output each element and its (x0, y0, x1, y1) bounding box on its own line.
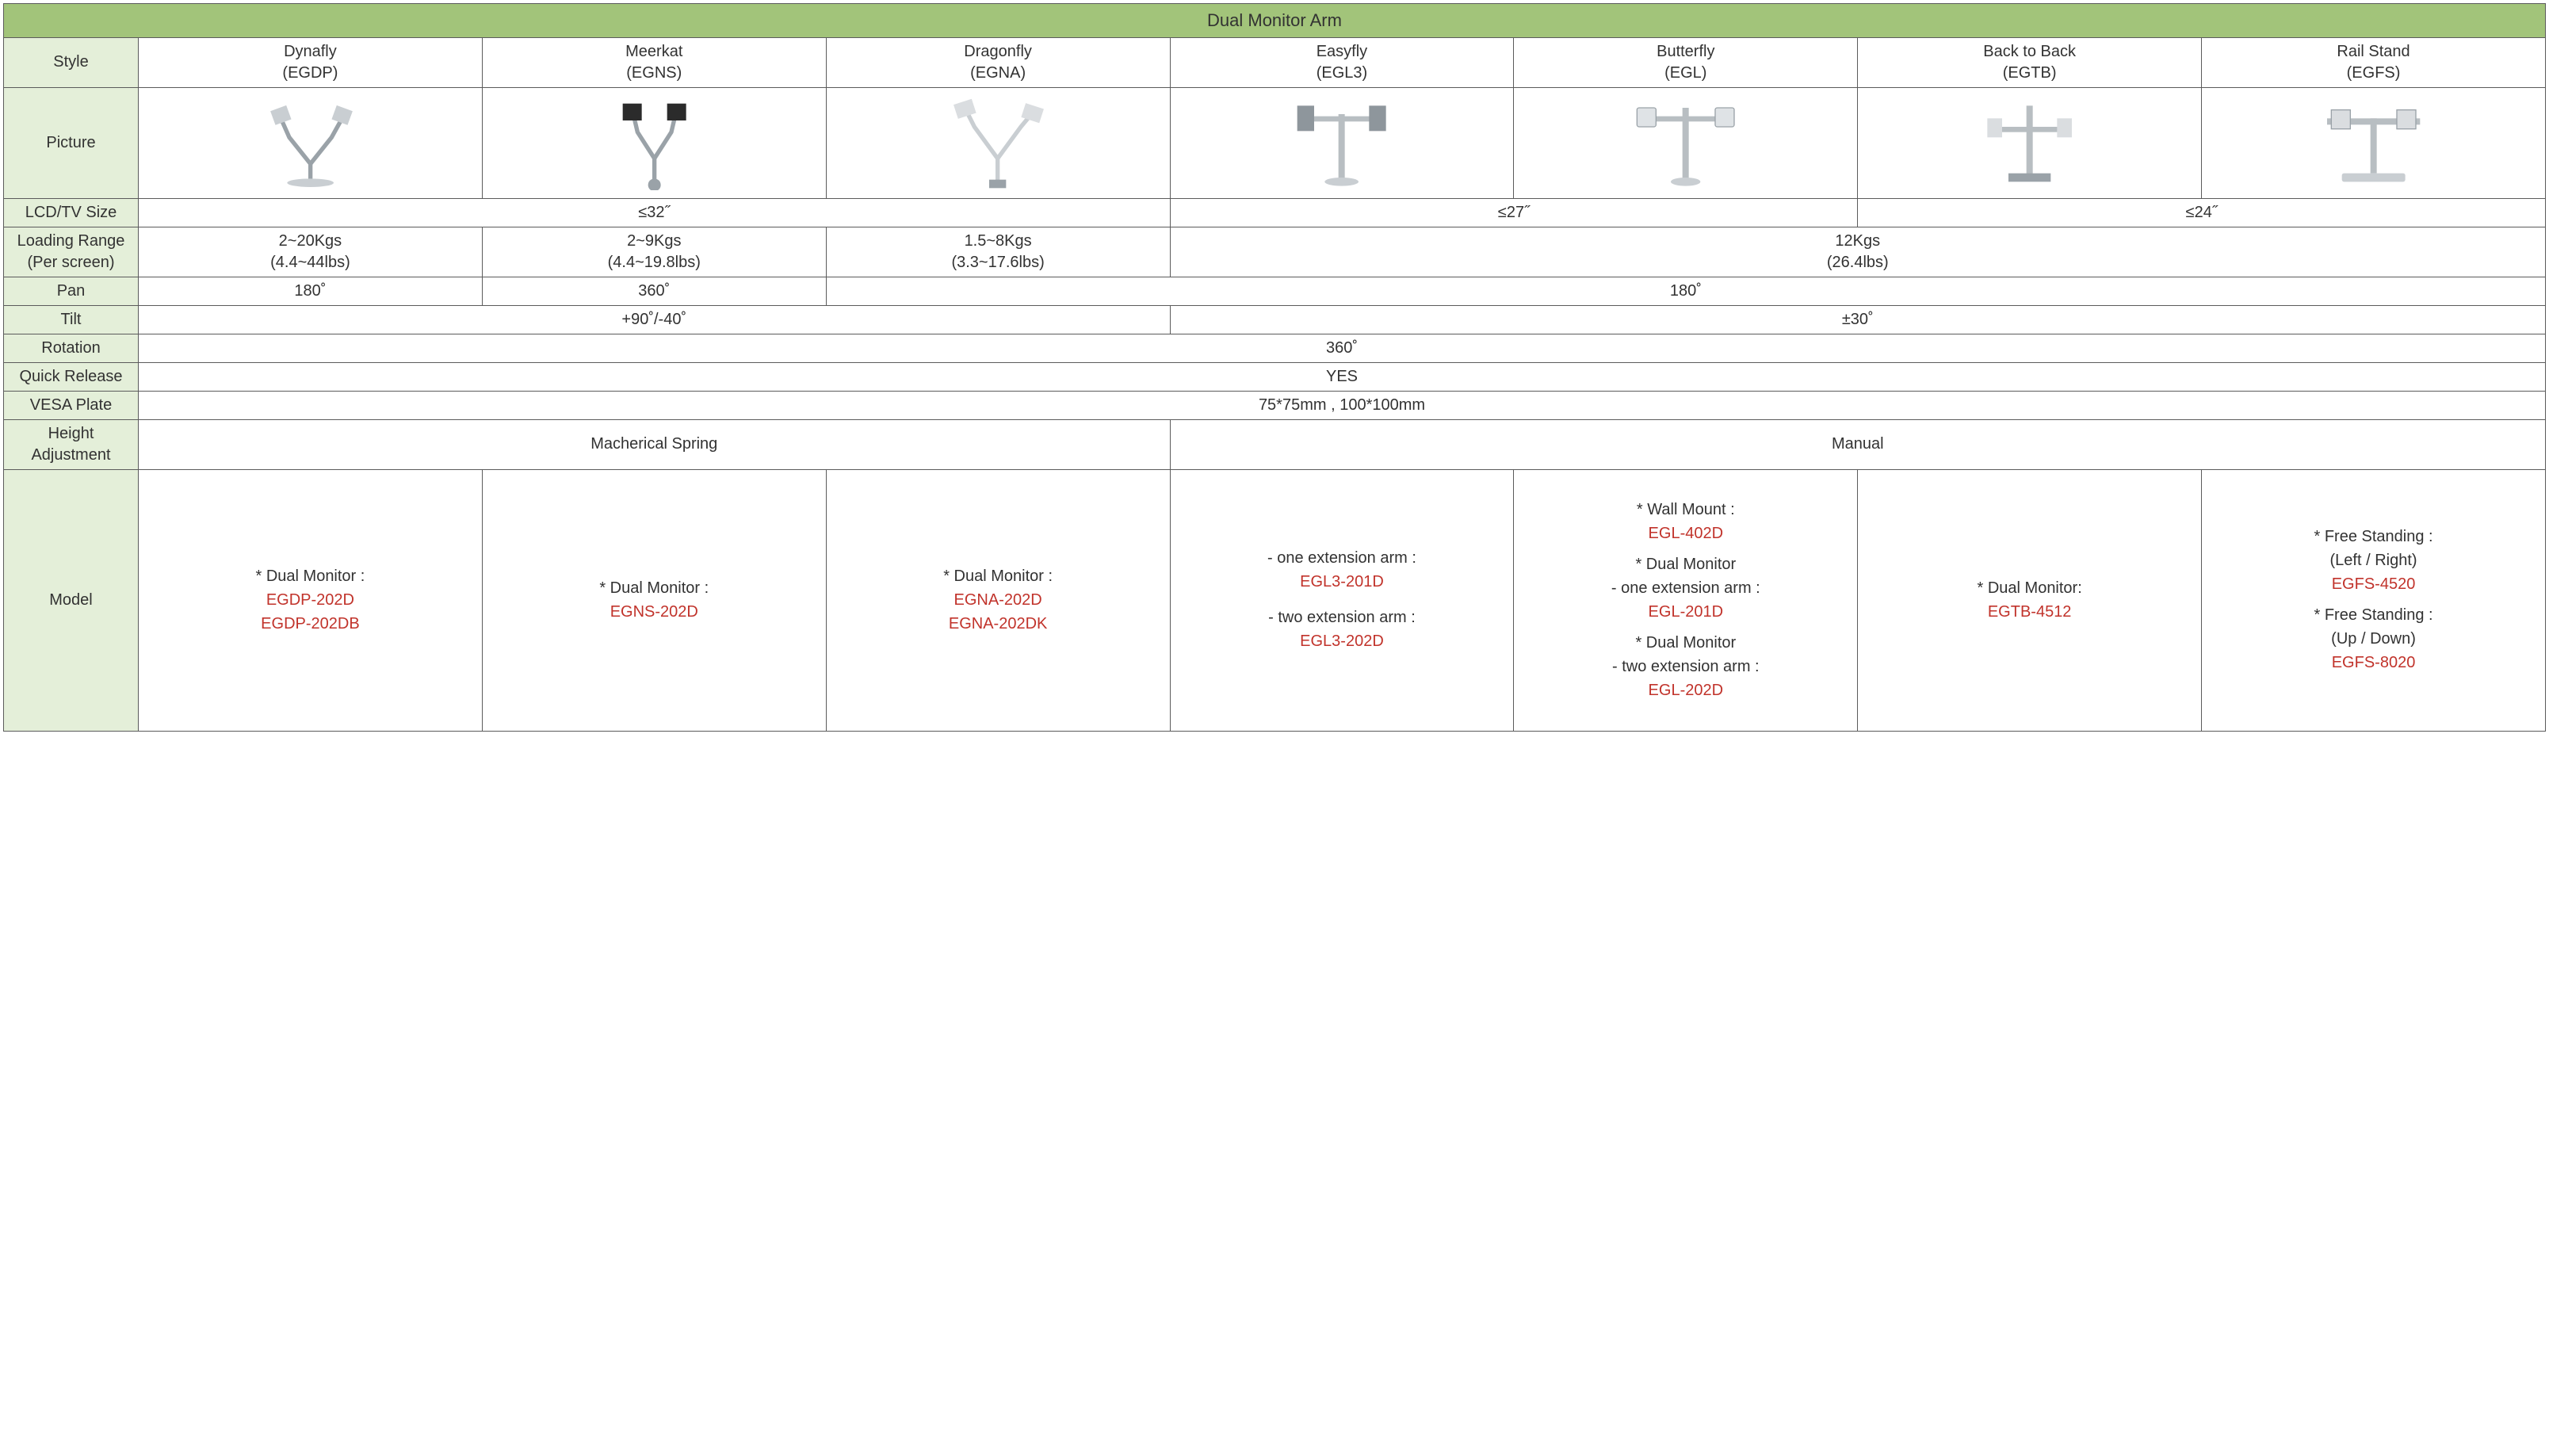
picture-cell (1858, 87, 2202, 198)
label-rotation: Rotation (4, 334, 139, 362)
model-code: EGTB-4512 (1864, 602, 2195, 623)
model-code: EGFS-4520 (2208, 574, 2539, 595)
picture-cell (826, 87, 1170, 198)
label-pan: Pan (4, 277, 139, 305)
model-row: Model * Dual Monitor : EGDP-202D EGDP-20… (4, 469, 2546, 731)
style-name: Back to Back (1983, 43, 2076, 60)
model-cell: * Dual Monitor: EGTB-4512 (1858, 469, 2202, 731)
product-meerkat-icon (487, 95, 821, 190)
model-code: EGL-201D (1520, 602, 1851, 623)
style-code: (EGNS) (626, 64, 682, 82)
label-picture: Picture (4, 87, 139, 198)
model-cell: * Dual Monitor : EGDP-202D EGDP-202DB (139, 469, 483, 731)
label-vesa: VESA Plate (4, 391, 139, 419)
lcd-row: LCD/TV Size ≤32˝ ≤27˝ ≤24˝ (4, 198, 2546, 227)
label-model: Model (4, 469, 139, 731)
style-cell: Back to Back (EGTB) (1858, 37, 2202, 87)
quick-row: Quick Release YES (4, 362, 2546, 391)
product-butterfly-icon (1519, 95, 1852, 190)
style-cell: Dynafly (EGDP) (139, 37, 483, 87)
picture-cell (1514, 87, 1858, 198)
model-code: EGNS-202D (489, 602, 820, 623)
style-code: (EGTB) (2003, 64, 2057, 82)
label-loading: Loading Range (Per screen) (4, 227, 139, 277)
comparison-table: Dual Monitor Arm Style Dynafly (EGDP) Mee… (3, 3, 2546, 732)
pan-row: Pan 180˚ 360˚ 180˚ (4, 277, 2546, 305)
model-cell: * Free Standing : (Left / Right) EGFS-45… (2202, 469, 2546, 731)
style-name: Easyfly (1317, 43, 1367, 60)
height-value: Macherical Spring (139, 419, 1171, 469)
lcd-value: ≤27˝ (1170, 198, 1858, 227)
model-code: EGL-202D (1520, 680, 1851, 701)
model-cell: * Dual Monitor : EGNS-202D (482, 469, 826, 731)
loading-value: 1.5~8Kgs(3.3~17.6lbs) (826, 227, 1170, 277)
loading-value: 12Kgs(26.4lbs) (1170, 227, 2545, 277)
picture-cell (1170, 87, 1514, 198)
style-code: (EGDP) (282, 64, 338, 82)
model-code: EGDP-202DB (145, 613, 476, 635)
model-code: EGL3-202D (1177, 631, 1508, 652)
lcd-value: ≤32˝ (139, 198, 1171, 227)
model-code: EGNA-202DK (833, 613, 1164, 635)
picture-row: Picture (4, 87, 2546, 198)
loading-value: 2~20Kgs(4.4~44lbs) (139, 227, 483, 277)
style-name: Dragonfly (964, 43, 1032, 60)
product-railstand-icon (2207, 95, 2540, 190)
label-style: Style (4, 37, 139, 87)
label-quick: Quick Release (4, 362, 139, 391)
model-code: EGNA-202D (833, 590, 1164, 611)
picture-cell (139, 87, 483, 198)
style-name: Butterfly (1657, 43, 1714, 60)
product-easyfly-icon (1175, 95, 1509, 190)
product-backtoback-icon (1863, 95, 2196, 190)
style-row: Style Dynafly (EGDP) Meerkat (EGNS) Dragon… (4, 37, 2546, 87)
style-cell: Dragonfly (EGNA) (826, 37, 1170, 87)
picture-cell (2202, 87, 2546, 198)
title-row: Dual Monitor Arm (4, 4, 2546, 38)
pan-value: 180˚ (139, 277, 483, 305)
tilt-row: Tilt +90˚/-40˚ ±30˚ (4, 305, 2546, 334)
style-code: (EGL3) (1317, 64, 1367, 82)
height-row: Height Adjustment Macherical Spring Manu… (4, 419, 2546, 469)
table-title: Dual Monitor Arm (4, 4, 2546, 38)
pan-value: 180˚ (826, 277, 2545, 305)
label-lcd: LCD/TV Size (4, 198, 139, 227)
style-code: (EGFS) (2347, 64, 2401, 82)
style-code: (EGL) (1664, 64, 1706, 82)
height-value: Manual (1170, 419, 2545, 469)
model-code: EGL-402D (1520, 523, 1851, 545)
style-cell: Rail Stand (EGFS) (2202, 37, 2546, 87)
label-tilt: Tilt (4, 305, 139, 334)
model-cell: - one extension arm : EGL3-201D - two ex… (1170, 469, 1514, 731)
label-height: Height Adjustment (4, 419, 139, 469)
lcd-value: ≤24˝ (1858, 198, 2546, 227)
quick-value: YES (139, 362, 2546, 391)
style-name: Meerkat (625, 43, 682, 60)
rotation-row: Rotation 360˚ (4, 334, 2546, 362)
style-name: Rail Stand (2337, 43, 2410, 60)
tilt-value: +90˚/-40˚ (139, 305, 1171, 334)
model-code: EGDP-202D (145, 590, 476, 611)
product-dynafly-icon (143, 95, 477, 190)
model-code: EGL3-201D (1177, 571, 1508, 593)
picture-cell (482, 87, 826, 198)
vesa-value: 75*75mm , 100*100mm (139, 391, 2546, 419)
model-cell: * Dual Monitor : EGNA-202D EGNA-202DK (826, 469, 1170, 731)
loading-row: Loading Range (Per screen) 2~20Kgs(4.4~4… (4, 227, 2546, 277)
style-cell: Butterfly (EGL) (1514, 37, 1858, 87)
model-code: EGFS-8020 (2208, 652, 2539, 674)
model-cell: * Wall Mount : EGL-402D * Dual Monitor -… (1514, 469, 1858, 731)
style-name: Dynafly (284, 43, 337, 60)
tilt-value: ±30˚ (1170, 305, 2545, 334)
pan-value: 360˚ (482, 277, 826, 305)
vesa-row: VESA Plate 75*75mm , 100*100mm (4, 391, 2546, 419)
rotation-value: 360˚ (139, 334, 2546, 362)
style-code: (EGNA) (970, 64, 1026, 82)
product-dragonfly-icon (831, 95, 1165, 190)
loading-value: 2~9Kgs(4.4~19.8lbs) (482, 227, 826, 277)
style-cell: Easyfly (EGL3) (1170, 37, 1514, 87)
style-cell: Meerkat (EGNS) (482, 37, 826, 87)
